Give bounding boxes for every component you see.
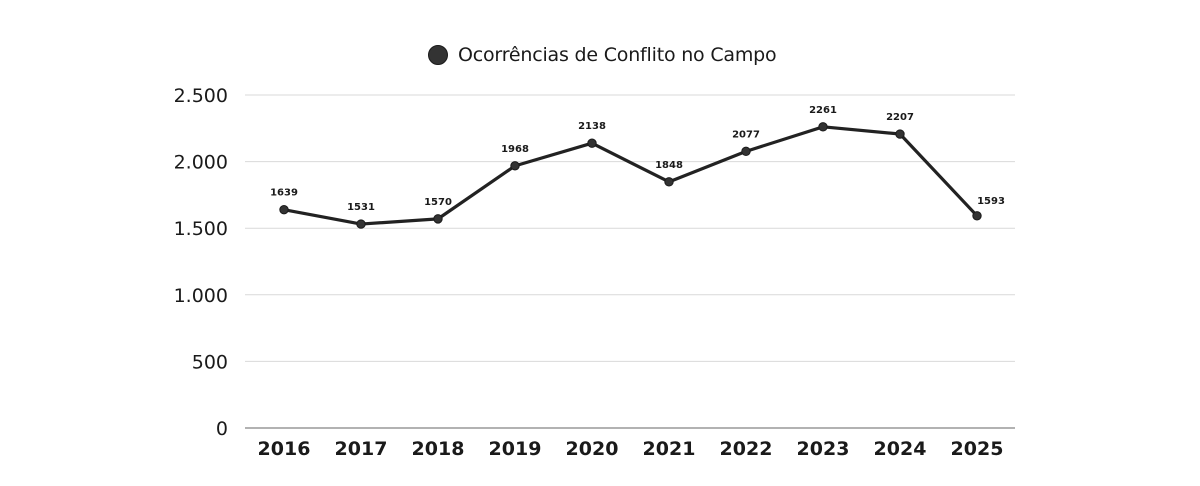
data-label: 1531 (347, 202, 375, 213)
y-tick-label: 500 (192, 351, 228, 373)
data-label: 1570 (424, 197, 452, 208)
legend-marker-icon (428, 45, 448, 65)
data-point (818, 122, 828, 132)
data-point (895, 129, 905, 139)
series-group (279, 122, 982, 229)
x-tick-label: 2019 (489, 438, 542, 460)
data-point (356, 219, 366, 229)
data-point (972, 211, 982, 221)
x-tick-label: 2017 (335, 438, 388, 460)
data-labels: 1639 1531 1570 1968 2138 1848 2077 2261 2207 1593 (270, 105, 1005, 213)
y-tick-label: 2.500 (174, 85, 228, 107)
data-label: 2207 (886, 112, 914, 123)
x-tick-label: 2025 (951, 438, 1004, 460)
x-tick-label: 2023 (797, 438, 850, 460)
chart-legend: Ocorrências de Conflito no Campo (428, 44, 777, 66)
x-tick-label: 2021 (643, 438, 696, 460)
data-point (664, 177, 674, 187)
x-tick-label: 2016 (258, 438, 311, 460)
x-tick-label: 2018 (412, 438, 465, 460)
y-tick-label: 1.000 (174, 285, 228, 307)
y-tick-label: 1.500 (174, 218, 228, 240)
y-tick-label: 2.000 (174, 152, 228, 174)
data-label: 1639 (270, 188, 298, 199)
data-point (433, 214, 443, 224)
data-point (587, 138, 597, 148)
data-point (741, 146, 751, 157)
x-axis-ticks: 2016 2017 2018 2019 2020 2021 2022 2023 2024 2025 (258, 438, 1004, 460)
data-label: 2138 (578, 121, 606, 132)
x-tick-label: 2020 (566, 438, 619, 460)
y-axis-ticks: 0 500 1.000 1.500 2.000 2.500 (174, 85, 228, 440)
data-label: 1968 (501, 144, 529, 155)
data-label: 1593 (977, 196, 1005, 207)
data-point (279, 204, 289, 215)
series-line (282, 125, 979, 226)
data-label: 1848 (655, 160, 683, 171)
data-label: 2077 (732, 129, 760, 140)
data-label: 2261 (809, 105, 837, 116)
x-tick-label: 2024 (874, 438, 927, 460)
legend-label: Ocorrências de Conflito no Campo (458, 44, 777, 66)
grid-lines (245, 94, 1015, 429)
y-tick-label: 0 (216, 418, 228, 440)
data-point (510, 161, 520, 171)
x-tick-label: 2022 (720, 438, 773, 460)
